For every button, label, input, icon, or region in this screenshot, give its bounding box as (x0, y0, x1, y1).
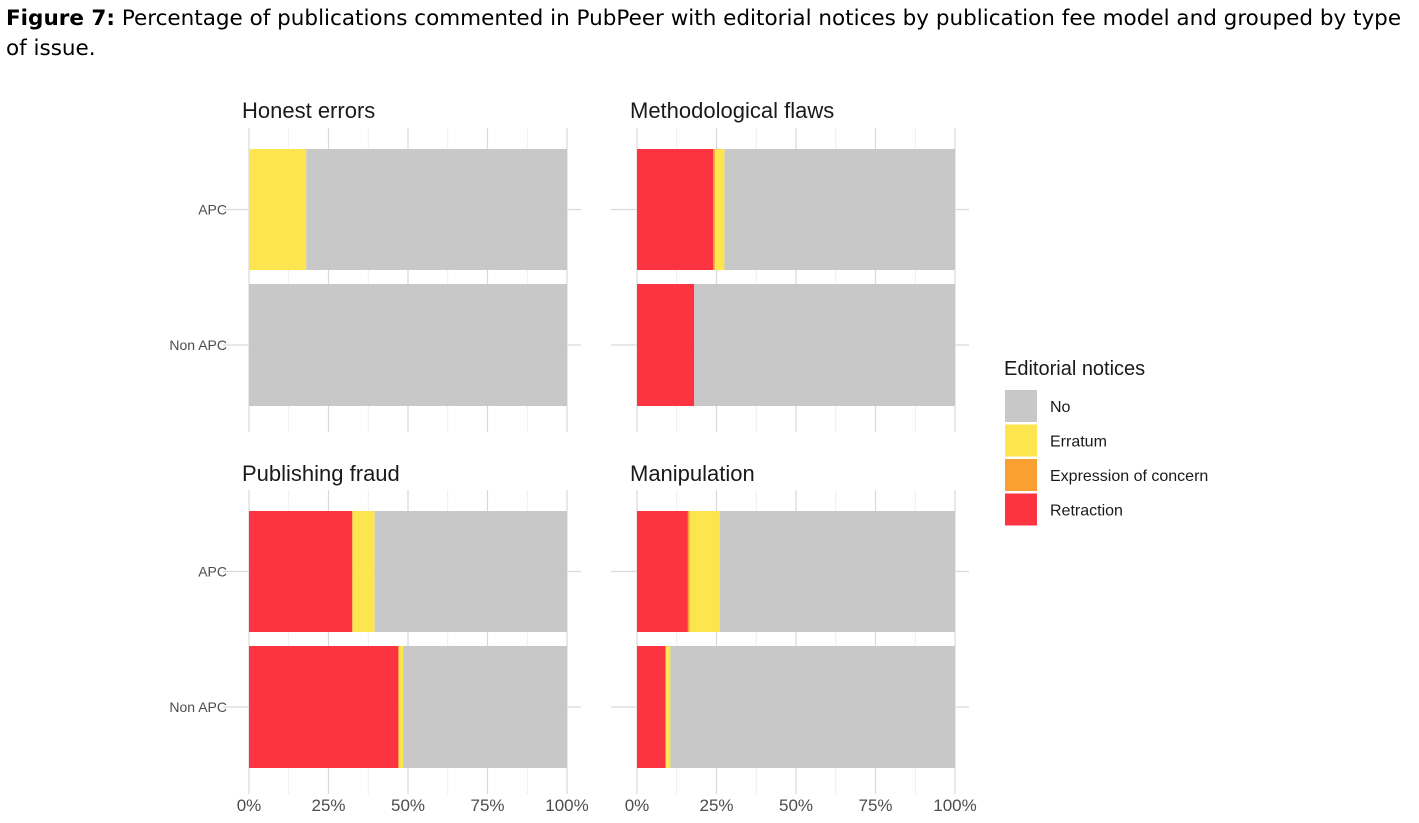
legend-label-expression-of-concern: Expression of concern (1050, 468, 1208, 485)
bar-manipulation-non-apc-retraction (637, 646, 666, 768)
x-tick-label: 25% (311, 796, 345, 815)
bar-publishing-fraud-non-apc-retraction (249, 646, 399, 768)
bar-methodological-flaws-non-apc-no (694, 284, 955, 406)
panel-title-publishing-fraud: Publishing fraud (242, 461, 400, 486)
figure-label: Figure 7: (6, 6, 115, 31)
x-tick-label: 50% (779, 796, 813, 815)
legend-swatch-erratum (1005, 424, 1037, 457)
bar-manipulation-apc-expression-of-concern (687, 511, 690, 632)
legend-swatch-no (1005, 390, 1037, 422)
bar-manipulation-non-apc-erratum (665, 646, 671, 768)
bar-methodological-flaws-apc-no (724, 149, 955, 270)
panel-title-manipulation: Manipulation (630, 461, 755, 486)
x-tick-label: 100% (933, 796, 976, 815)
bar-manipulation-apc-no (719, 511, 955, 632)
y-tick-label: APC (198, 564, 227, 580)
x-tick-label: 75% (858, 796, 892, 815)
bar-publishing-fraud-apc-no (374, 511, 567, 632)
legend-title: Editorial notices (1004, 358, 1145, 380)
bar-methodological-flaws-apc-retraction (637, 149, 714, 270)
x-tick-label: 0% (625, 796, 650, 815)
bar-manipulation-apc-retraction (637, 511, 688, 632)
y-tick-label: Non APC (169, 337, 227, 353)
bar-methodological-flaws-apc-erratum (714, 149, 725, 270)
bar-honest-errors-apc-no (306, 149, 567, 270)
bar-honest-errors-non-apc-no (249, 284, 567, 406)
bar-manipulation-apc-erratum (689, 511, 720, 632)
legend-label-retraction: Retraction (1050, 503, 1123, 520)
panel-title-methodological-flaws: Methodological flaws (630, 98, 834, 123)
y-tick-label: Non APC (169, 699, 227, 715)
bar-honest-errors-apc-erratum (249, 149, 307, 270)
bar-publishing-fraud-apc-retraction (249, 511, 353, 632)
legend-swatch-retraction (1005, 493, 1037, 526)
y-tick-label: APC (198, 202, 227, 218)
bar-publishing-fraud-apc-erratum (352, 511, 375, 632)
legend-label-erratum: Erratum (1050, 434, 1107, 451)
panel-title-honest-errors: Honest errors (242, 98, 375, 123)
bar-publishing-fraud-non-apc-no (403, 646, 567, 768)
x-tick-label: 50% (391, 796, 425, 815)
bar-manipulation-non-apc-no (670, 646, 955, 768)
legend-swatch-expression-of-concern (1005, 459, 1037, 491)
legend-label-no: No (1050, 399, 1071, 416)
x-tick-label: 25% (699, 796, 733, 815)
x-tick-label: 75% (470, 796, 504, 815)
x-tick-label: 100% (545, 796, 588, 815)
figure-caption-text: Percentage of publications commented in … (6, 6, 1402, 61)
bar-publishing-fraud-non-apc-erratum (398, 646, 404, 768)
figure-caption: Figure 7: Percentage of publications com… (6, 4, 1406, 64)
bar-methodological-flaws-apc-expression-of-concern (713, 149, 715, 270)
bar-methodological-flaws-non-apc-retraction (637, 284, 695, 406)
x-tick-label: 0% (237, 796, 262, 815)
